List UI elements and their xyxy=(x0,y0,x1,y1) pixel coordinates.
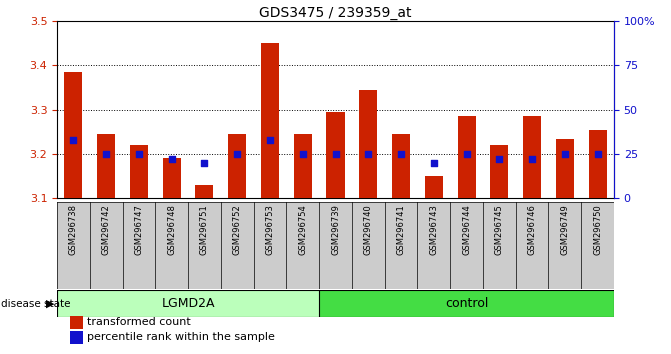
Text: GSM296741: GSM296741 xyxy=(397,204,405,255)
Bar xyxy=(483,202,516,289)
Bar xyxy=(425,176,443,198)
Text: GSM296745: GSM296745 xyxy=(495,204,504,255)
Point xyxy=(363,151,374,157)
Text: GSM296744: GSM296744 xyxy=(462,204,471,255)
Bar xyxy=(392,134,410,198)
Point xyxy=(527,156,537,162)
Bar xyxy=(90,202,123,289)
Point xyxy=(68,137,79,143)
Point xyxy=(199,160,210,166)
Bar xyxy=(417,202,450,289)
Bar xyxy=(287,202,319,289)
Bar xyxy=(221,202,254,289)
Bar xyxy=(327,112,344,198)
Point xyxy=(560,151,570,157)
Text: GSM296751: GSM296751 xyxy=(200,204,209,255)
Text: LGMD2A: LGMD2A xyxy=(161,297,215,310)
Text: GSM296754: GSM296754 xyxy=(298,204,307,255)
Bar xyxy=(261,43,279,198)
Point xyxy=(330,151,341,157)
Bar xyxy=(123,202,155,289)
Text: GSM296746: GSM296746 xyxy=(527,204,537,255)
Point xyxy=(134,151,144,157)
Text: GSM296742: GSM296742 xyxy=(102,204,111,255)
Text: GSM296747: GSM296747 xyxy=(134,204,144,255)
Point xyxy=(461,151,472,157)
Point xyxy=(592,151,603,157)
Text: GSM296738: GSM296738 xyxy=(69,204,78,255)
Point xyxy=(297,151,308,157)
Title: GDS3475 / 239359_at: GDS3475 / 239359_at xyxy=(259,6,412,20)
Text: GSM296743: GSM296743 xyxy=(429,204,438,255)
Bar xyxy=(319,202,352,289)
Bar xyxy=(57,202,90,289)
Bar xyxy=(319,290,614,317)
Bar xyxy=(588,130,607,198)
Text: GSM296749: GSM296749 xyxy=(560,204,569,255)
Text: GSM296753: GSM296753 xyxy=(266,204,274,255)
Bar xyxy=(384,202,417,289)
Point xyxy=(264,137,275,143)
Text: control: control xyxy=(445,297,488,310)
Point xyxy=(428,160,439,166)
Point xyxy=(166,156,177,162)
Bar xyxy=(450,202,483,289)
Bar xyxy=(162,159,180,198)
Text: disease state: disease state xyxy=(1,298,71,309)
Bar xyxy=(458,116,476,198)
Bar xyxy=(254,202,287,289)
Bar xyxy=(195,185,213,198)
Bar xyxy=(57,290,319,317)
Point xyxy=(101,151,111,157)
Bar xyxy=(581,202,614,289)
Bar xyxy=(491,145,509,198)
Text: GSM296740: GSM296740 xyxy=(364,204,373,255)
Point xyxy=(232,151,243,157)
Text: GSM296750: GSM296750 xyxy=(593,204,602,255)
Text: GSM296739: GSM296739 xyxy=(331,204,340,255)
Bar xyxy=(130,145,148,198)
Text: GSM296752: GSM296752 xyxy=(233,204,242,255)
Bar xyxy=(294,134,312,198)
Text: GSM296748: GSM296748 xyxy=(167,204,176,255)
Text: ▶: ▶ xyxy=(46,298,54,309)
Bar xyxy=(523,116,541,198)
Bar xyxy=(516,202,548,289)
Bar xyxy=(64,72,83,198)
Point xyxy=(396,151,407,157)
Bar xyxy=(155,202,188,289)
Bar xyxy=(228,134,246,198)
Bar xyxy=(352,202,384,289)
Text: percentile rank within the sample: percentile rank within the sample xyxy=(87,332,275,342)
Point xyxy=(494,156,505,162)
Bar xyxy=(548,202,581,289)
Bar xyxy=(97,134,115,198)
Text: transformed count: transformed count xyxy=(87,317,191,327)
Bar xyxy=(556,138,574,198)
Bar xyxy=(188,202,221,289)
Bar xyxy=(359,90,377,198)
